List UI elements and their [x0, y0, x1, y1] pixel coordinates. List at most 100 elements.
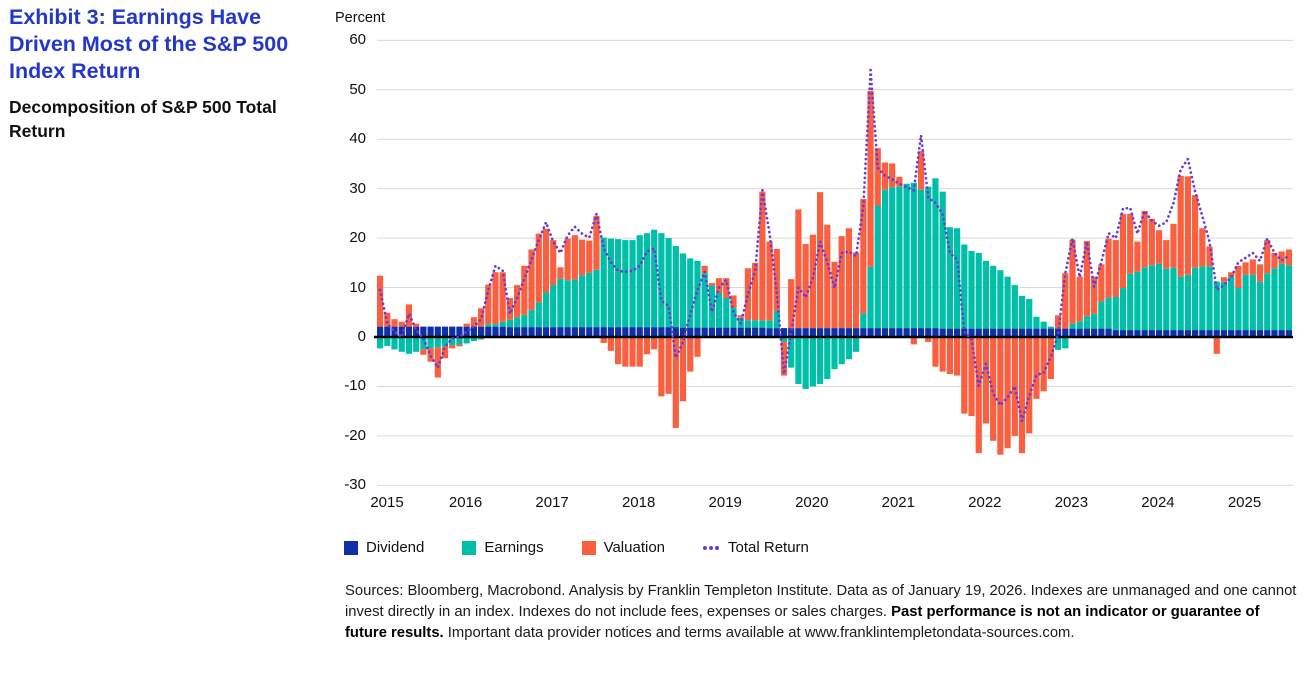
valuation-bar — [730, 295, 737, 308]
earnings-bar — [1054, 337, 1062, 350]
earnings-bar — [853, 337, 860, 352]
earnings-bar — [1242, 274, 1249, 331]
valuation-bar — [694, 337, 701, 357]
earnings-bar — [1091, 313, 1098, 329]
valuation-bar — [1242, 262, 1249, 275]
valuation-bar — [463, 323, 470, 327]
dividend-bar — [744, 327, 752, 337]
dividend-bar — [629, 327, 636, 337]
total-return-line — [378, 69, 1291, 422]
earnings-bar — [651, 229, 658, 328]
earnings-bar — [1040, 321, 1047, 329]
earnings-bar — [903, 183, 910, 329]
valuation-bar — [643, 337, 651, 355]
dividend-bar — [1163, 330, 1170, 337]
dividend-bar — [824, 328, 831, 337]
earnings-bar — [413, 337, 420, 352]
earnings-bar — [398, 337, 405, 352]
valuation-bar — [1040, 337, 1047, 392]
dividend-bar — [615, 327, 622, 337]
dividend-bar — [470, 326, 477, 337]
y-tick-label: 30 — [349, 179, 366, 197]
earnings-bar — [564, 280, 571, 328]
earnings-bar — [759, 320, 766, 328]
dividend-bar — [413, 326, 420, 337]
earnings-bar — [1220, 281, 1228, 331]
valuation-swatch-icon — [581, 540, 596, 555]
dividend-bar — [1235, 330, 1242, 337]
valuation-bar — [1235, 265, 1242, 289]
dividend-bar — [946, 328, 953, 337]
chart-legend: Dividend Earnings Valuation Total Return — [344, 539, 847, 556]
earnings-bar — [896, 186, 903, 329]
earnings-bar — [636, 235, 643, 328]
earnings-bar — [557, 278, 564, 328]
valuation-bar — [528, 249, 535, 310]
earnings-bar — [405, 337, 413, 354]
earnings-bar — [802, 337, 809, 389]
valuation-bar — [701, 265, 708, 274]
x-year-label: 2022 — [968, 494, 1002, 511]
valuation-bar — [925, 337, 932, 342]
earnings-bar — [939, 191, 946, 329]
dividend-bar — [1249, 330, 1256, 337]
earnings-bar — [391, 337, 398, 350]
dividend-bar — [449, 326, 456, 337]
earnings-bar — [1119, 288, 1127, 331]
y-tick-label: 0 — [357, 328, 366, 345]
dividend-bar — [1004, 328, 1011, 337]
dividend-bar — [737, 327, 744, 337]
dividend-bar — [643, 327, 651, 337]
dividend-bar — [672, 327, 679, 337]
valuation-bar — [615, 337, 622, 365]
dividend-bar — [816, 328, 824, 337]
earnings-bar — [925, 186, 932, 329]
valuation-bar — [853, 252, 860, 329]
dividend-bar — [1213, 330, 1220, 337]
valuation-bar — [939, 337, 946, 372]
earnings-bar — [1047, 326, 1054, 329]
dividend-bar — [1105, 328, 1112, 337]
dividend-bar — [723, 327, 730, 337]
earnings-bar — [889, 187, 896, 329]
y-tick-label: 20 — [349, 229, 366, 247]
dividend-bar — [773, 328, 780, 337]
dividend-bar — [1285, 330, 1292, 337]
earnings-bar — [701, 273, 708, 328]
earnings-bar — [1228, 276, 1235, 331]
dividend-bar — [831, 328, 838, 337]
earnings-bar — [1170, 267, 1177, 331]
valuation-bar — [542, 228, 550, 293]
earnings-bar — [1083, 316, 1091, 329]
dividend-bar — [1177, 330, 1184, 337]
earnings-bar — [1155, 263, 1163, 331]
dividend-bar — [1119, 330, 1127, 337]
dividend-bar — [427, 326, 434, 337]
valuation-bar — [492, 272, 499, 325]
valuation-bar — [708, 283, 715, 286]
dividend-bar — [730, 327, 737, 337]
dividend-bar — [809, 328, 816, 337]
x-year-label: 2020 — [795, 494, 829, 511]
earnings-bar — [1018, 295, 1026, 329]
dividend-bar — [795, 328, 802, 337]
y-tick-label: 60 — [349, 31, 366, 49]
earnings-bar — [773, 310, 780, 329]
earnings-bar — [1271, 268, 1278, 331]
earnings-bar — [1206, 266, 1213, 331]
valuation-bar — [752, 262, 759, 321]
dividend-bar — [1047, 328, 1054, 337]
valuation-bar — [961, 337, 968, 414]
valuation-bar — [1069, 239, 1076, 324]
earnings-bar — [550, 285, 557, 328]
dividend-bar — [687, 327, 694, 337]
legend-label-total-return: Total Return — [728, 539, 809, 556]
dividend-bar — [521, 327, 528, 337]
dividend-bar — [853, 328, 860, 337]
dividend-bar — [405, 326, 413, 337]
valuation-bar — [636, 337, 643, 367]
dividend-bar — [759, 327, 766, 337]
x-year-label: 2018 — [621, 494, 656, 511]
valuation-bar — [377, 275, 384, 327]
dividend-bar — [1271, 330, 1278, 337]
